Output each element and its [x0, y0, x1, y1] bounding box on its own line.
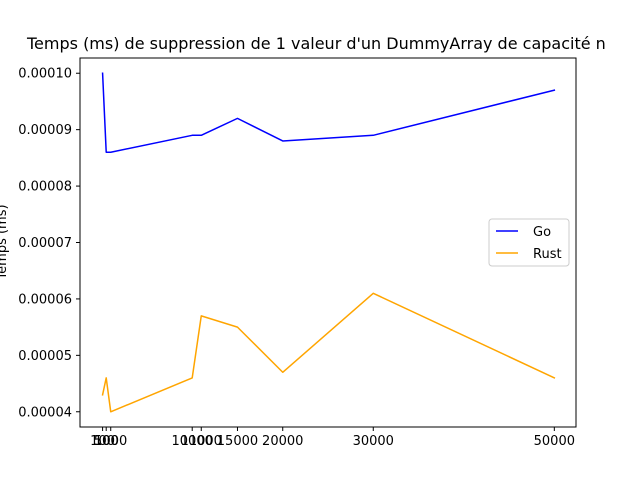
- x-tick-label-1: 500: [94, 434, 119, 449]
- x-tick-label-2: 1000: [94, 434, 127, 449]
- y-tick-label-6: 0.00010: [18, 67, 72, 82]
- y-tick-label-0: 0.00004: [18, 405, 72, 420]
- y-tick-label-4: 0.00008: [18, 180, 72, 195]
- series-group: [101, 72, 556, 413]
- x-tick-label-7: 30000: [353, 434, 394, 449]
- legend-group: Go Rust: [488, 218, 570, 267]
- chart-title-group: Temps (ms) de suppression de 1 valeur d'…: [26, 34, 606, 53]
- x-tick-label-8: 50000: [534, 434, 575, 449]
- y-tick-label-3: 0.00007: [18, 236, 72, 251]
- x-tick-label-3: 10000: [172, 434, 213, 449]
- chart-title: Temps (ms) de suppression de 1 valeur d'…: [26, 34, 606, 53]
- y-tick-label-5: 0.00009: [18, 123, 72, 138]
- series-line-rust: [101, 292, 556, 413]
- x-tick-label-0: 100: [90, 434, 115, 449]
- y-tick-label-2: 0.00006: [18, 292, 72, 307]
- legend-label-rust: Rust: [533, 247, 562, 262]
- y-axis-label: Temps (ms): [0, 204, 10, 280]
- legend-label-go: Go: [533, 225, 551, 240]
- x-tick-label-5: 15000: [217, 434, 258, 449]
- series-line-go: [101, 72, 556, 153]
- x-tick-label-4: 11000: [181, 434, 222, 449]
- x-tick-label-6: 20000: [262, 434, 303, 449]
- y-tick-label-1: 0.00005: [18, 349, 72, 364]
